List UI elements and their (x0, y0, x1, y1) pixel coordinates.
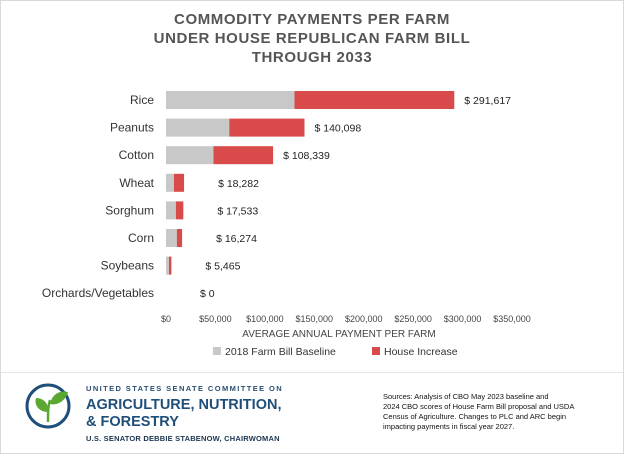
x-tick-label: $350,000 (493, 314, 531, 324)
category-label: Cotton (119, 148, 154, 162)
data-label: $ 5,465 (205, 261, 240, 273)
bar-increase (213, 146, 274, 165)
bar-increase (176, 229, 183, 247)
bar-baseline (166, 118, 230, 137)
sources-line-2: 2024 CBO scores of House Farm Bill propo… (383, 402, 575, 411)
data-label: $ 291,617 (464, 95, 511, 107)
sources-note: Sources: Analysis of CBO May 2023 baseli… (383, 392, 615, 432)
bar-increase (168, 256, 172, 275)
bar-baseline (166, 256, 169, 275)
bar-baseline (166, 146, 214, 165)
bar-increase (294, 91, 455, 109)
org-name-line-3: & FORESTRY (86, 414, 179, 430)
data-label: $ 17,533 (217, 205, 258, 217)
bar-baseline (166, 201, 176, 220)
bar-baseline (166, 91, 295, 109)
bar-baseline (166, 173, 174, 192)
category-label: Sorghum (105, 203, 154, 217)
sources-line-1: Sources: Analysis of CBO May 2023 baseli… (383, 392, 549, 401)
data-label: $ 16,274 (216, 233, 257, 245)
category-label: Corn (128, 231, 154, 245)
legend-label: 2018 Farm Bill Baseline (225, 346, 336, 358)
category-label: Peanuts (110, 121, 154, 135)
data-label: $ 140,098 (314, 123, 361, 135)
bar-baseline (166, 229, 177, 247)
x-tick-label: $150,000 (296, 314, 334, 324)
legend-swatch (213, 347, 221, 355)
bar-increase (175, 201, 184, 220)
x-axis-label: AVERAGE ANNUAL PAYMENT PER FARM (242, 329, 435, 340)
x-tick-label: $200,000 (345, 314, 383, 324)
org-name-line-2: AGRICULTURE, NUTRITION, (86, 397, 282, 413)
category-label: Wheat (119, 176, 154, 190)
category-label: Orchards/Vegetables (42, 286, 154, 300)
x-tick-label: $300,000 (444, 314, 482, 324)
category-label: Rice (130, 93, 154, 107)
chart-title-line-1: COMMODITY PAYMENTS PER FARM (174, 11, 450, 28)
legend-label: House Increase (384, 346, 458, 358)
x-tick-label: $250,000 (394, 314, 432, 324)
legend-swatch (372, 347, 380, 355)
sources-line-3: Census of Agriculture. Changes to PLC an… (383, 412, 567, 421)
data-label: $ 108,339 (283, 150, 330, 162)
committee-logo-icon (25, 383, 71, 429)
x-tick-label: $100,000 (246, 314, 284, 324)
category-label: Soybeans (101, 259, 154, 273)
x-tick-label: $0 (161, 314, 171, 324)
chart-title-line-3: THROUGH 2033 (251, 49, 373, 66)
bar-chart: Rice $ 291,617 Peanuts $ 140,098 Cotton $ 108… (42, 91, 531, 358)
sources-line-4: impacting payments in fiscal year 2027. (383, 422, 515, 431)
chart-title-line-2: UNDER HOUSE REPUBLICAN FARM BILL (153, 30, 471, 47)
x-tick-label: $50,000 (199, 314, 232, 324)
org-name-line-1: UNITED STATES SENATE COMMITTEE ON (86, 384, 284, 393)
data-label: $ 18,282 (218, 178, 259, 190)
org-chairwoman: U.S. SENATOR DEBBIE STABENOW, CHAIRWOMAN (86, 434, 280, 443)
bar-increase (229, 118, 305, 137)
footer-divider (0, 372, 624, 373)
data-label: $ 0 (200, 288, 215, 300)
bar-increase (173, 173, 185, 192)
